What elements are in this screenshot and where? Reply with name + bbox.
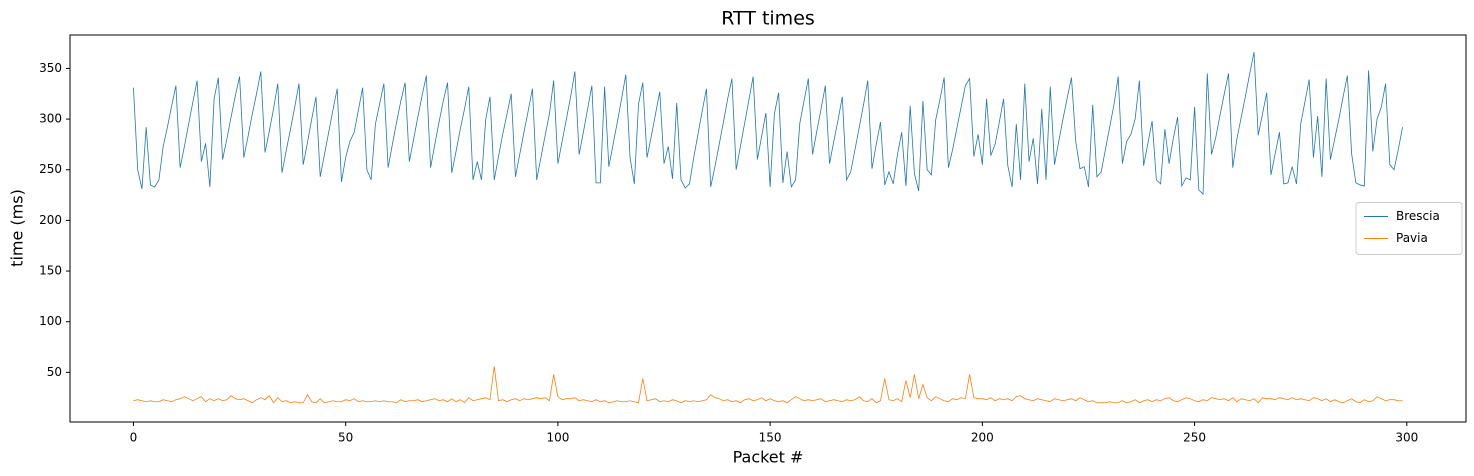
legend-label: Pavia xyxy=(1396,231,1428,245)
chart-title: RTT times xyxy=(721,8,815,30)
legend-label: Brescia xyxy=(1396,209,1440,223)
y-tick-label: 200 xyxy=(39,213,62,227)
plot-frame xyxy=(69,34,1467,423)
x-tick-label: 300 xyxy=(1395,431,1418,445)
x-axis-label: Packet # xyxy=(733,448,804,467)
y-tick-label: 50 xyxy=(47,365,62,379)
y-tick-label: 300 xyxy=(39,112,62,126)
line xyxy=(133,366,1403,404)
y-axis-label: time (ms) xyxy=(8,189,27,267)
x-tick-label: 0 xyxy=(130,431,138,445)
x-tick-label: 50 xyxy=(338,431,353,445)
legend-box xyxy=(1355,202,1463,255)
y-tick-label: 250 xyxy=(39,162,62,176)
x-tick-label: 150 xyxy=(759,431,782,445)
y-tick-label: 150 xyxy=(39,264,62,278)
y-tick-label: 100 xyxy=(39,314,62,328)
x-tick-label: 200 xyxy=(971,431,994,445)
x-tick-label: 100 xyxy=(546,431,569,445)
legend: Brescia Pavia xyxy=(1355,202,1463,255)
y-tick-label: 350 xyxy=(39,61,62,75)
line xyxy=(133,52,1403,195)
x-tick-label: 250 xyxy=(1183,431,1206,445)
